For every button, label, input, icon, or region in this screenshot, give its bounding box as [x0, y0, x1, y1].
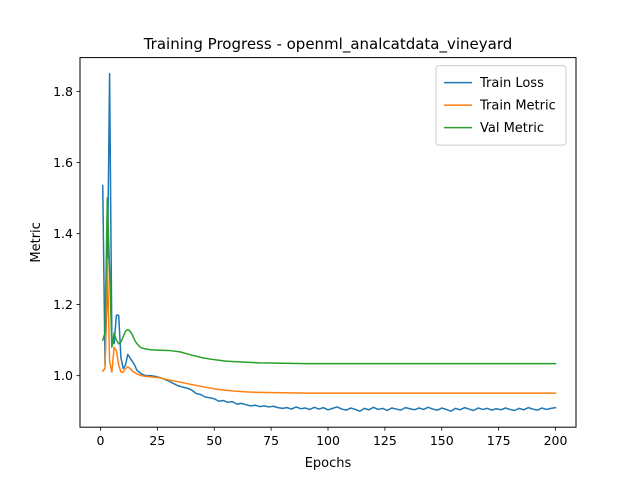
- x-tick-label: 125: [373, 433, 397, 448]
- plot-series: [101, 72, 557, 412]
- series-line-val-metric: [101, 197, 557, 365]
- x-tick-label: 50: [206, 433, 222, 448]
- legend-label: Val Metric: [480, 121, 544, 136]
- x-tick-label: 0: [97, 433, 105, 448]
- y-tick-label: 1.0: [53, 368, 73, 383]
- legend-box: [435, 65, 567, 146]
- x-tick-label: 200: [544, 433, 568, 448]
- y-tick-label: 1.4: [53, 226, 73, 241]
- y-tick-label: 1.2: [53, 297, 73, 312]
- legend: Train Loss Train Metric Val Metric: [435, 65, 567, 146]
- x-tick-label: 25: [149, 433, 165, 448]
- x-tick-label: 175: [487, 433, 511, 448]
- chart-title: Training Progress - openml_analcatdata_v…: [143, 35, 513, 54]
- y-tick-label: 1.6: [53, 155, 73, 170]
- y-axis-label: Metric: [29, 222, 44, 262]
- x-axis: 0 25 50 75 100 125 150 175 200: [97, 427, 568, 448]
- x-tick-label: 150: [430, 433, 454, 448]
- legend-label: Train Metric: [479, 99, 556, 114]
- x-axis-label: Epochs: [305, 456, 352, 471]
- series-line-train-metric: [101, 257, 557, 394]
- x-tick-label: 75: [263, 433, 279, 448]
- y-axis: 1.0 1.2 1.4 1.6 1.8: [53, 84, 80, 383]
- legend-label: Train Loss: [479, 76, 544, 91]
- x-tick-label: 100: [316, 433, 340, 448]
- y-tick-label: 1.8: [53, 84, 73, 99]
